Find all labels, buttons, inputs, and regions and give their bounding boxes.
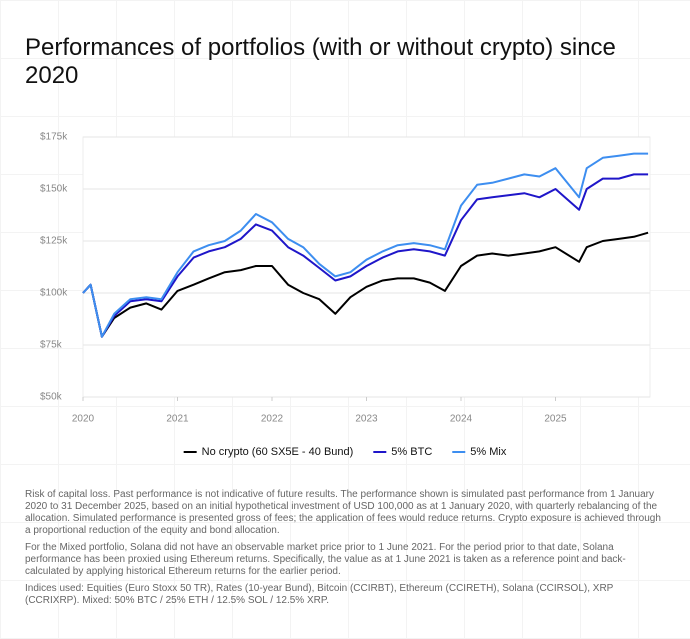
x-tick-label: 2024 (450, 414, 473, 425)
series-line (82, 231, 649, 338)
y-tick-label: $75k (40, 340, 63, 351)
x-tick-label: 2023 (355, 414, 378, 425)
legend-label: 5% BTC (391, 446, 432, 458)
x-tick-label: 2020 (72, 414, 95, 425)
y-tick-label: $175k (40, 132, 68, 143)
legend-label: 5% Mix (470, 446, 507, 458)
footnote: Indices used: Equities (Euro Stoxx 50 TR… (25, 583, 614, 606)
chart: $50k $75k $100k $125k $150k $175k 2020 2021 2022… (40, 132, 651, 458)
series-line (82, 173, 649, 338)
legend: No crypto (60 SX5E - 40 Bund) 5% BTC 5% Mi… (183, 446, 507, 458)
footnote: For the Mixed portfolio, Solana did not … (25, 542, 626, 577)
x-tick-label: 2025 (544, 414, 567, 425)
footnotes: Risk of capital loss. Past performance i… (25, 489, 665, 612)
y-tick-label: $50k (40, 392, 63, 403)
x-tick-label: 2022 (261, 414, 284, 425)
series-line (82, 152, 649, 338)
chart-title: Performances of portfolios (with or with… (25, 34, 616, 89)
footnote: Risk of capital loss. Past performance i… (25, 489, 661, 536)
x-tick-label: 2021 (166, 414, 189, 425)
y-tick-label: $100k (40, 288, 68, 299)
y-tick-label: $125k (40, 236, 68, 247)
y-tick-label: $150k (40, 184, 68, 195)
legend-label: No crypto (60 SX5E - 40 Bund) (202, 446, 354, 458)
